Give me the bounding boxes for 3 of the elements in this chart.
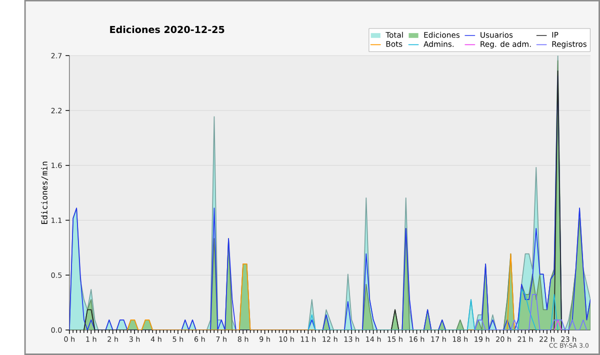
line-series [308, 288, 558, 330]
y-axis-title: Ediciones/min [41, 162, 48, 224]
chart-title: Ediciones 2020-12-25 [110, 26, 224, 34]
